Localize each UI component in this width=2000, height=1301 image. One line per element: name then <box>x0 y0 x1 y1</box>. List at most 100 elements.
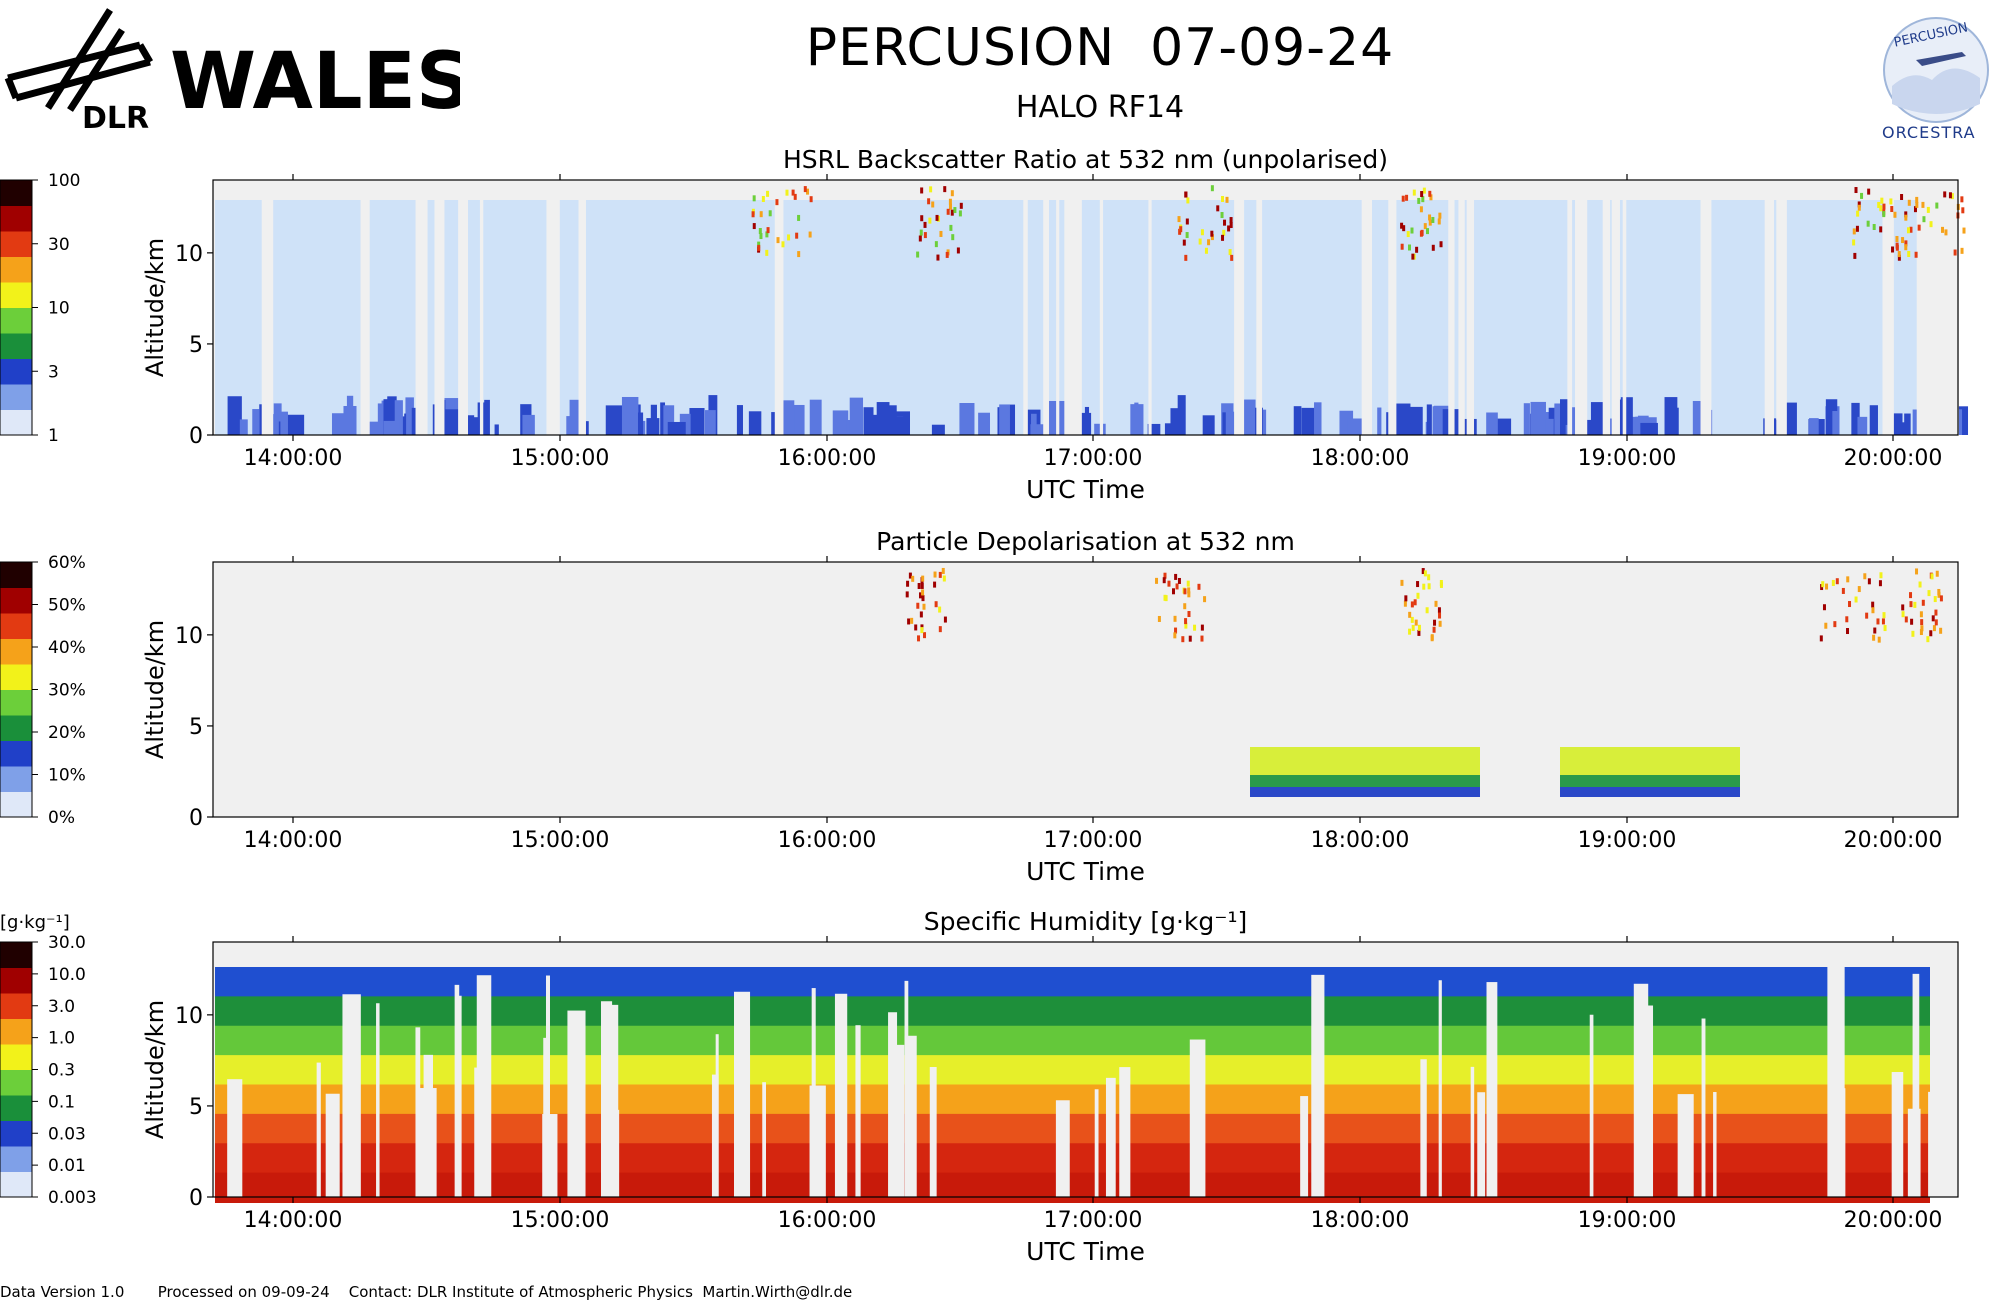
colorbar-segment <box>0 715 32 741</box>
colorbar-segment <box>0 766 32 792</box>
colorbar-tick-label: 50% <box>48 596 86 616</box>
x-tick-label: 16:00:00 <box>778 446 877 471</box>
logo-left-org: DLR <box>82 101 149 136</box>
aircraft-icon <box>1916 52 1966 66</box>
x-axis-label: UTC Time <box>1026 475 1145 504</box>
colorbar-tick-label: 100 <box>48 171 80 191</box>
plot-frame <box>212 941 1959 1198</box>
colorbar-tick-label: 30% <box>48 681 86 701</box>
colorbar-segment <box>0 942 32 968</box>
footer-info: Data Version 1.0 Processed on 09-09-24 C… <box>0 1283 853 1301</box>
y-tick-label: 5 <box>189 1095 203 1120</box>
cloud-icon <box>1892 68 1980 114</box>
x-tick-label: 15:00:00 <box>511 446 610 471</box>
y-axis-label: Altitude/km <box>141 1000 169 1139</box>
colorbar-tick-label: 10% <box>48 766 86 786</box>
y-tick-label: 0 <box>189 806 203 831</box>
y-tick-label: 0 <box>189 1186 203 1211</box>
x-axis-label: UTC Time <box>1026 1237 1145 1266</box>
colorbar-segment <box>0 358 32 385</box>
colorbar-tick-label: 0.03 <box>48 1124 86 1144</box>
x-tick-label: 17:00:00 <box>1044 1208 1143 1233</box>
x-tick-label: 15:00:00 <box>511 1208 610 1233</box>
colorbar-tick-label: 1 <box>48 426 59 446</box>
x-tick-label: 20:00:00 <box>1844 1208 1943 1233</box>
y-tick-label: 10 <box>175 242 203 267</box>
y-tick-label: 0 <box>189 424 203 449</box>
x-tick-label: 18:00:00 <box>1311 1208 1410 1233</box>
colorbar-tick-label: 0.003 <box>48 1188 97 1208</box>
colorbar-segment <box>0 1120 32 1147</box>
colorbar-segment <box>0 1146 32 1172</box>
panel-humidity: Specific Humidity [g·kg⁻¹] 0 5 10Altitude/k… <box>0 907 1959 1266</box>
dlr-airplane-icon <box>4 8 154 112</box>
panel-backscatter: HSRL Backscatter Ratio at 532 nm (unpola… <box>0 145 1969 504</box>
x-tick-label: 16:00:00 <box>778 828 877 853</box>
x-tick-label: 18:00:00 <box>1311 446 1410 471</box>
panel-title: HSRL Backscatter Ratio at 532 nm (unpola… <box>783 145 1388 174</box>
colorbar-tick-label: 60% <box>48 553 86 573</box>
colorbar-segment <box>0 409 32 436</box>
colorbar-segment <box>0 613 32 639</box>
colorbar-segment <box>0 562 32 588</box>
colorbar-segment <box>0 282 32 308</box>
panel-depolarisation: Particle Depolarisation at 532 nm 0 5 10Alt… <box>0 527 1959 886</box>
panel-title: Specific Humidity [g·kg⁻¹] <box>924 907 1247 936</box>
colorbar-segment <box>0 1069 32 1096</box>
x-tick-label: 20:00:00 <box>1844 828 1943 853</box>
plot-frame <box>212 561 1959 818</box>
colorbar-tick-label: 10 <box>48 299 70 319</box>
colorbar-segment <box>0 967 32 994</box>
colorbar-tick-label: 30 <box>48 235 70 255</box>
x-tick-label: 18:00:00 <box>1311 828 1410 853</box>
x-tick-label: 20:00:00 <box>1844 446 1943 471</box>
x-tick-label: 15:00:00 <box>511 828 610 853</box>
heatmap-field <box>215 185 1969 435</box>
y-axis-label: Altitude/km <box>141 620 169 759</box>
colorbar-unit-label: [g·kg⁻¹] <box>0 912 70 933</box>
y-axis-label: Altitude/km <box>141 238 169 377</box>
colorbar-segment <box>0 1171 32 1198</box>
dlr-wales-logo: DLR WALES <box>4 8 460 136</box>
colorbar-tick-label: 3.0 <box>48 997 75 1017</box>
y-tick-label: 5 <box>189 333 203 358</box>
logo-right-bottom: ORCESTRA <box>1882 123 1976 142</box>
plot-frame <box>212 179 1959 436</box>
y-tick-label: 10 <box>175 624 203 649</box>
colorbar-segment <box>0 231 32 257</box>
x-tick-label: 14:00:00 <box>244 446 343 471</box>
page-title: PERCUSION 07-09-24 <box>805 18 1395 78</box>
colorbar-tick-label: 0.01 <box>48 1156 86 1176</box>
heatmap-field <box>905 567 1943 797</box>
x-tick-label: 17:00:00 <box>1044 828 1143 853</box>
colorbar-tick-label: 20% <box>48 723 86 743</box>
colorbar-segment <box>0 993 32 1019</box>
y-tick-label: 5 <box>189 715 203 740</box>
colorbar-tick-label: 0% <box>48 808 75 828</box>
heatmap-field <box>215 966 1941 1203</box>
page-subtitle: HALO RF14 <box>1015 90 1185 125</box>
colorbar-segment <box>0 333 32 359</box>
colorbar-segment <box>0 384 32 410</box>
colorbar-segment <box>0 180 32 206</box>
logo-left-text: WALES <box>170 37 460 127</box>
percusion-orcestra-logo: PERCUSION ORCESTRA <box>1882 17 1989 142</box>
colorbar-segment <box>0 587 32 614</box>
x-tick-label: 16:00:00 <box>778 1208 877 1233</box>
x-axis-label: UTC Time <box>1026 857 1145 886</box>
colorbar-tick-label: 30.0 <box>48 933 86 953</box>
colorbar-segment <box>0 791 32 818</box>
y-tick-label: 10 <box>175 1004 203 1029</box>
x-tick-label: 19:00:00 <box>1578 1208 1677 1233</box>
colorbar-segment <box>0 256 32 283</box>
colorbar-segment <box>0 638 32 665</box>
colorbar-segment <box>0 1018 32 1045</box>
colorbar-segment <box>0 307 32 334</box>
colorbar-segment <box>0 1095 32 1121</box>
x-tick-label: 17:00:00 <box>1044 446 1143 471</box>
colorbar-tick-label: 1.0 <box>48 1029 75 1049</box>
panel-title: Particle Depolarisation at 532 nm <box>876 527 1295 556</box>
colorbar-segment <box>0 205 32 232</box>
colorbar-tick-label: 0.3 <box>48 1061 75 1081</box>
colorbar-tick-label: 3 <box>48 362 59 382</box>
